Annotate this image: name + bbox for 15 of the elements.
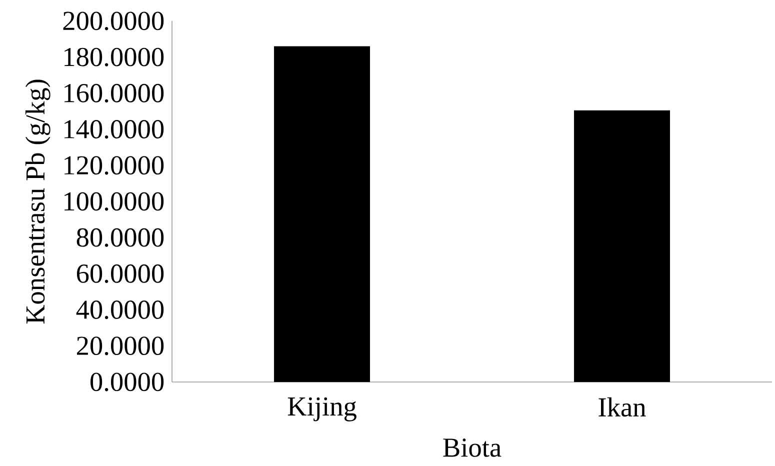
x-axis-title: Biota	[443, 438, 502, 457]
y-tick-label: 20.0000	[76, 336, 164, 356]
y-tick-label: 40.0000	[76, 300, 164, 320]
y-axis-title: Konsentrasu Pb (g/kg)	[25, 80, 50, 324]
y-tick-label: 60.0000	[76, 264, 164, 283]
x-tick-label: Ikan	[598, 397, 646, 417]
y-tick-label: 200.0000	[63, 12, 164, 30]
y-tick-label: 160.0000	[64, 84, 164, 102]
y-tick-label: 180.0000	[64, 48, 164, 66]
y-tick-label: 120.0000	[64, 156, 164, 175]
y-tick-label: 140.0000	[64, 120, 164, 139]
y-tick-label: 0.0000	[90, 372, 164, 392]
y-tick-label: 80.0000	[76, 228, 164, 247]
y-tick-label: 100.0000	[64, 192, 164, 211]
x-tick-label: Kijing	[288, 397, 356, 422]
